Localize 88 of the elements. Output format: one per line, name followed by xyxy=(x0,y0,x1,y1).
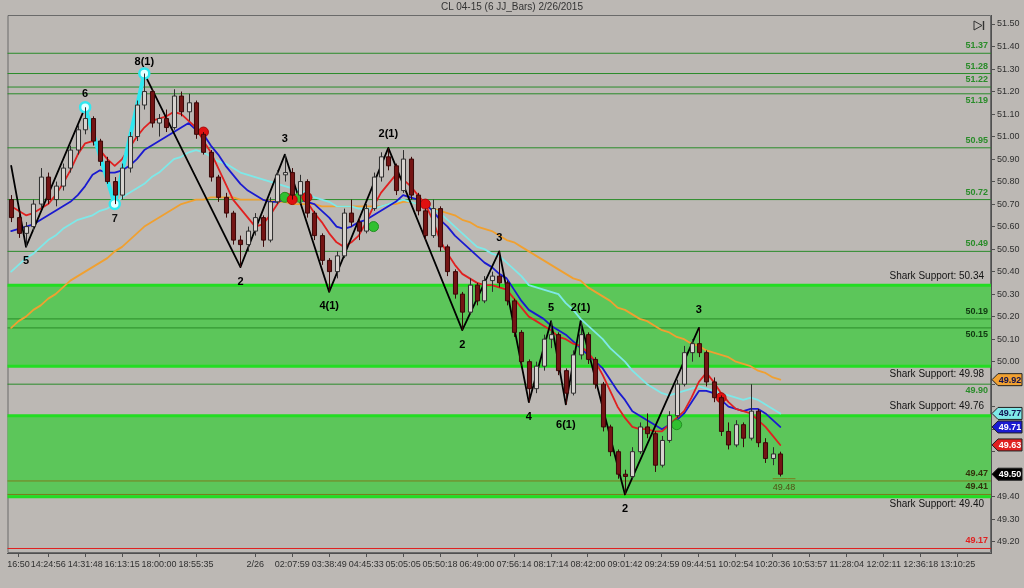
ref-line-label: Shark Support: 50.34 xyxy=(889,269,985,281)
annotation: 2 xyxy=(237,274,244,287)
x-tick-label: 04:45:33 xyxy=(348,558,384,569)
x-tick-label: 09:24:59 xyxy=(644,558,680,569)
ref-line-label: 50.72 xyxy=(965,186,989,197)
x-tick-label: 10:20:36 xyxy=(755,558,791,569)
point xyxy=(138,67,151,80)
text: 49.63 xyxy=(998,439,1022,450)
ref-line-label: 50.95 xyxy=(965,134,989,145)
annotation: 4(1) xyxy=(319,299,340,312)
x-tick-label: 08:17:14 xyxy=(533,558,569,569)
ref-line-label: 49.90 xyxy=(965,385,989,396)
y-tick-label: 49.30 xyxy=(997,513,1020,524)
x-tick-label: 07:56:14 xyxy=(496,558,532,569)
y-tick-label: 50.70 xyxy=(997,198,1020,209)
ref-line-label: 51.37 xyxy=(965,40,989,51)
y-tick-label: 50.50 xyxy=(997,243,1020,254)
x-tick-label: 03:38:49 xyxy=(311,558,347,569)
annotation: 3 xyxy=(695,303,702,316)
annotation: 6(1) xyxy=(556,417,576,430)
ref-line-label: 50.15 xyxy=(965,328,989,339)
ref-line-label: 51.19 xyxy=(965,94,989,105)
x-tick-label: 13:10:25 xyxy=(940,558,976,569)
ref-line-label: 50.49 xyxy=(965,238,989,249)
annotation: 2(1) xyxy=(378,127,399,140)
x-tick-label: 16:13:15 xyxy=(104,558,140,569)
x-tick-label: 02:07:59 xyxy=(274,558,310,569)
point xyxy=(368,221,380,233)
y-tick-label: 51.20 xyxy=(997,86,1020,97)
y-tick-label: 50.40 xyxy=(997,266,1020,277)
annotation: 7 xyxy=(111,211,118,224)
x-tick-label: 11:28:04 xyxy=(829,558,864,569)
x-tick-label: 05:50:18 xyxy=(422,558,458,569)
y-tick-label: 50.10 xyxy=(997,333,1020,344)
point xyxy=(78,101,92,114)
y-tick-label: 49.20 xyxy=(997,536,1020,547)
x-tick-label: 10:02:54 xyxy=(718,558,754,569)
x-tick-label: 12:02:11 xyxy=(866,558,901,569)
y-tick-label: 50.20 xyxy=(997,311,1020,322)
x-tick-label: 09:01:42 xyxy=(607,558,643,569)
text: 49.71 xyxy=(998,421,1022,432)
ref-line-label: 49.47 xyxy=(965,467,989,478)
text: 49.50 xyxy=(998,469,1022,480)
y-tick-label: 50.60 xyxy=(997,221,1020,232)
x-tick-label: 16:50 xyxy=(7,558,30,569)
text: 49.77 xyxy=(998,408,1022,419)
x-tick-label: 14:24:56 xyxy=(30,558,66,569)
point xyxy=(671,419,683,431)
annotation: 49.48 xyxy=(772,481,796,492)
ref-line-label: Shark Support: 49.76 xyxy=(889,400,985,412)
x-tick-label: 06:49:00 xyxy=(459,558,495,569)
ref-line-label: 51.28 xyxy=(965,60,989,71)
x-tick-label: 08:42:00 xyxy=(570,558,606,569)
y-tick-label: 51.30 xyxy=(997,63,1020,74)
y-tick-label: 50.30 xyxy=(997,288,1020,299)
annotation: 5 xyxy=(547,300,555,313)
y-tick-label: 50.90 xyxy=(997,153,1020,164)
y-tick-label: 51.50 xyxy=(997,18,1020,29)
point xyxy=(108,197,121,211)
x-tick-label: 10:53:57 xyxy=(792,558,828,569)
annotation: 2 xyxy=(459,337,466,350)
x-tick-label: 2/26 xyxy=(246,558,264,569)
ref-line-label: 50.19 xyxy=(965,305,989,316)
x-tick-label: 18:55:35 xyxy=(178,558,214,569)
ref-line-label: Shark Support: 49.98 xyxy=(889,367,985,379)
annotation: 8(1) xyxy=(134,55,155,68)
x-tick-label: 12:36:18 xyxy=(903,558,939,569)
y-tick-label: 50.00 xyxy=(997,356,1020,367)
x-tick-label: 14:31:48 xyxy=(67,558,103,569)
y-tick-label: 51.00 xyxy=(997,131,1020,142)
annotation: 5 xyxy=(22,254,30,267)
text: 49.92 xyxy=(998,374,1022,385)
chart-title: CL 04-15 (6 JJ_Bars) 2/26/2015 xyxy=(441,0,584,12)
annotation: 2 xyxy=(621,502,629,514)
y-tick-label: 51.40 xyxy=(997,41,1020,51)
ref-line-label: Shark Support: 49.40 xyxy=(889,498,985,510)
y-tick-label: 49.40 xyxy=(997,491,1020,502)
ref-line-label: 49.17 xyxy=(965,535,989,546)
y-tick-label: 51.10 xyxy=(997,108,1020,119)
annotation: 3 xyxy=(281,132,288,145)
x-tick-label: 18:00:00 xyxy=(141,558,177,569)
ref-line-label: 49.41 xyxy=(965,481,989,492)
annotation: 4 xyxy=(525,409,533,422)
y-tick-label: 50.80 xyxy=(997,176,1020,187)
x-tick-label: 09:44:51 xyxy=(681,558,717,569)
annotation: 2(1) xyxy=(570,300,591,313)
x-tick-label: 05:05:05 xyxy=(385,558,421,569)
ref-line-label: 51.22 xyxy=(965,74,989,85)
